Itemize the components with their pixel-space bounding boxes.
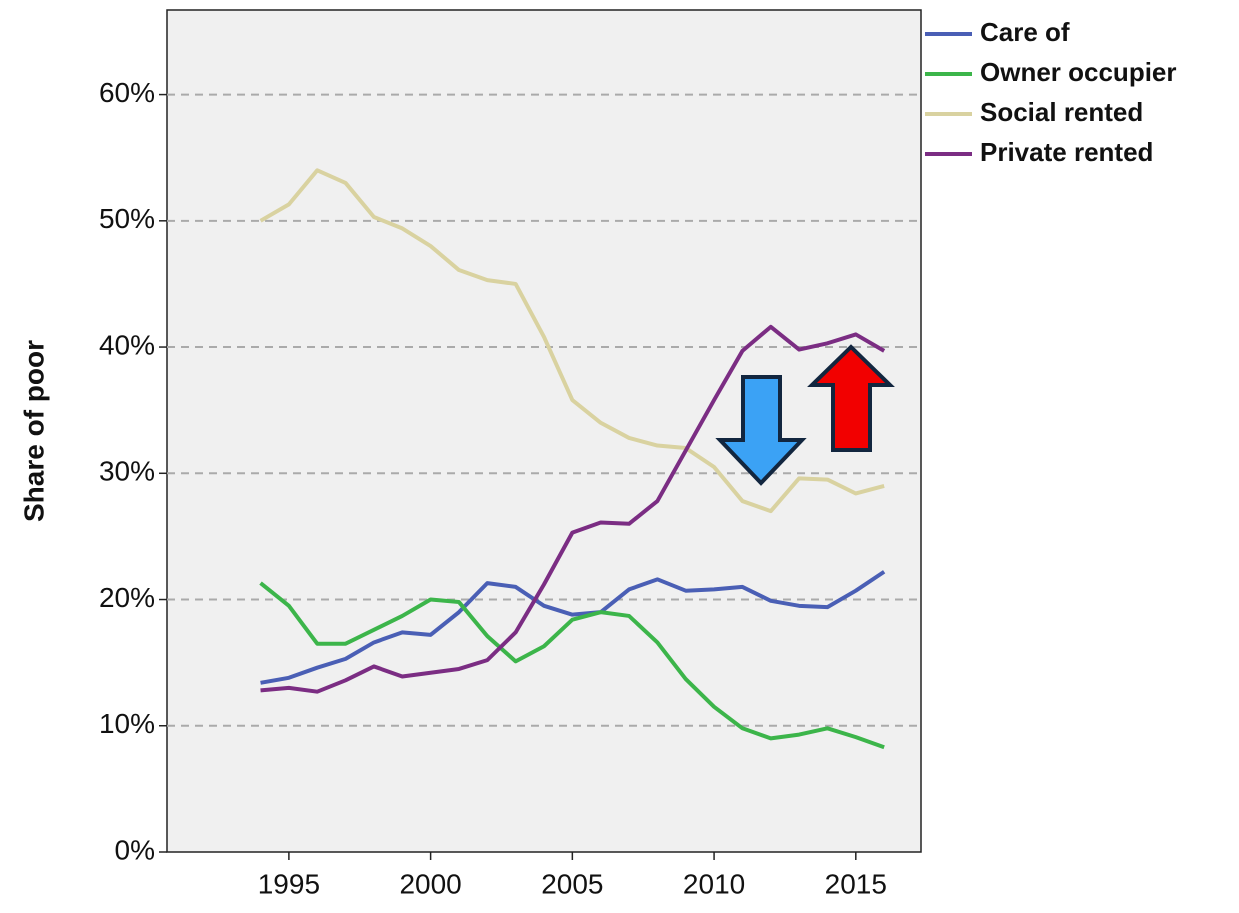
plot-area xyxy=(166,9,922,853)
x-tick-label: 2000 xyxy=(399,868,461,899)
line xyxy=(260,570,886,685)
legend-label: Private rented xyxy=(980,137,1153,167)
y-tick-label: 30% xyxy=(99,456,155,487)
legend-label: Care of xyxy=(980,17,1070,47)
y-tick-label: 50% xyxy=(99,203,155,234)
y-tick-label: 10% xyxy=(99,708,155,739)
down-arrow xyxy=(715,375,807,486)
y-tick-label: 0% xyxy=(115,834,155,865)
x-tick-label: 2010 xyxy=(683,868,745,899)
line xyxy=(259,581,885,750)
legend-label: Social rented xyxy=(980,97,1143,127)
y-axis-label: Share of poor xyxy=(18,340,49,522)
y-tick-label: 60% xyxy=(99,77,155,108)
y-tick-label: 40% xyxy=(99,329,155,360)
line xyxy=(259,168,885,514)
x-tick-label: 2005 xyxy=(541,868,603,899)
x-tick-label: 2015 xyxy=(825,868,887,899)
line xyxy=(260,324,886,694)
up-arrow xyxy=(807,344,895,452)
y-tick-label: 20% xyxy=(99,582,155,613)
legend-label: Owner occupier xyxy=(980,57,1177,87)
plot xyxy=(167,93,921,750)
x-tick-label: 1995 xyxy=(258,868,320,899)
